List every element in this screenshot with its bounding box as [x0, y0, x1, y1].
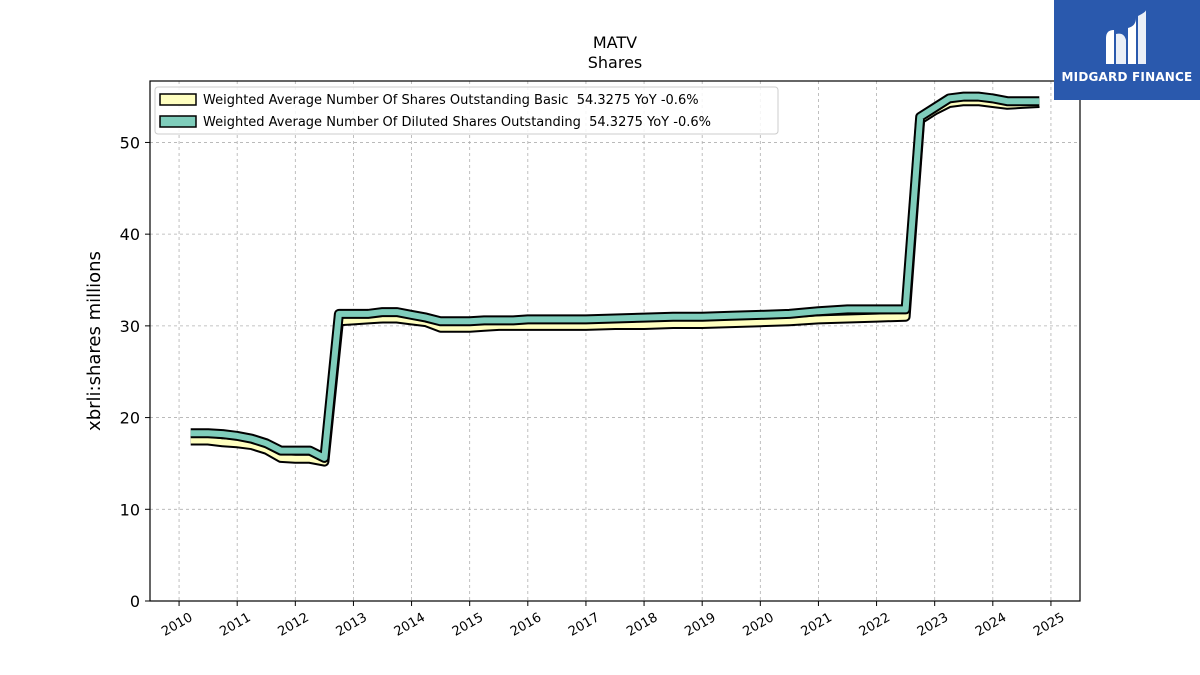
- x-tick-label: 2013: [334, 610, 370, 640]
- x-axis: 2010 2011 2012 2013 2014 2015 2016 2017 2018 2019…: [159, 601, 1067, 640]
- logo-text: MIDGARD FINANCE: [1061, 70, 1193, 84]
- x-tick-label: 2010: [159, 610, 195, 640]
- y-axis: 0 10 20 30 40 50: [120, 133, 150, 611]
- series-line-1: [190, 93, 1040, 461]
- x-tick-label: 2018: [624, 610, 660, 640]
- series-layer: [190, 91, 1040, 467]
- plot-frame: [149, 80, 1081, 602]
- y-tick-label: 50: [120, 133, 140, 152]
- grid: [150, 81, 1080, 602]
- legend-box: [154, 86, 779, 135]
- x-tick-label: 2022: [857, 610, 893, 640]
- x-tick-label: 2019: [682, 610, 718, 640]
- x-tick-label: 2021: [799, 610, 835, 640]
- x-tick-label: 2023: [915, 610, 951, 640]
- chart-title: MATV: [593, 33, 637, 52]
- x-tick-label: 2011: [217, 610, 253, 640]
- x-tick-label: 2015: [450, 610, 486, 640]
- y-tick-label: 0: [130, 592, 140, 611]
- y-tick-label: 40: [120, 225, 140, 244]
- legend-swatch-diluted: [159, 115, 197, 128]
- y-tick-label: 20: [120, 409, 140, 428]
- midgard-logo-icon: [1106, 10, 1146, 64]
- y-tick-label: 10: [120, 500, 140, 519]
- x-tick-label: 2012: [275, 610, 311, 640]
- x-tick-label: 2020: [740, 610, 776, 640]
- y-tick-label: 30: [120, 317, 140, 336]
- x-tick-label: 2017: [566, 610, 602, 640]
- series-outline-1: [190, 91, 1040, 463]
- y-axis-label: xbrli:shares millions: [84, 251, 105, 431]
- legend: Weighted Average Number Of Shares Outsta…: [154, 86, 779, 135]
- legend-swatch-basic: [159, 93, 197, 106]
- chart-subtitle: Shares: [588, 53, 643, 72]
- x-tick-label: 2014: [392, 610, 428, 640]
- legend-label-diluted: Weighted Average Number Of Diluted Share…: [203, 115, 711, 130]
- legend-label-basic: Weighted Average Number Of Shares Outsta…: [203, 93, 699, 108]
- x-tick-label: 2024: [973, 610, 1009, 640]
- x-tick-label: 2025: [1031, 610, 1067, 640]
- midgard-finance-logo: MIDGARD FINANCE: [1054, 0, 1200, 100]
- x-tick-label: 2016: [508, 610, 544, 640]
